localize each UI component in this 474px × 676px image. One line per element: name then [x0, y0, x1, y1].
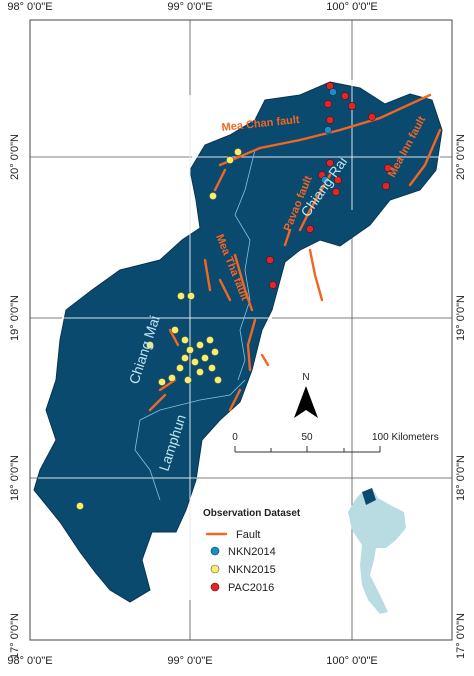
nkn2015-point: [181, 336, 189, 344]
legend-symbol: [210, 582, 220, 592]
scale-label: 0: [232, 432, 238, 443]
nkn2015-point: [214, 376, 222, 384]
fault-line: [283, 173, 332, 247]
nkn2014-point: [321, 176, 329, 184]
nkn2015-point: [176, 364, 184, 372]
nkn2015-point: [76, 502, 84, 510]
nkn2015-point: [181, 354, 189, 362]
pac2016-point: [341, 92, 349, 100]
inset-map: [348, 488, 406, 614]
pac2016-point: [326, 116, 334, 124]
latitude-label: 19° 0'0"N: [455, 295, 467, 341]
scale-label: 50: [301, 432, 313, 443]
north-label: N: [302, 372, 309, 383]
longitude-label: 99° 0'0"E: [167, 1, 212, 13]
fault-line: [203, 253, 254, 312]
pac2016-point: [266, 256, 274, 264]
longitude-label: 100° 0'0"E: [326, 1, 377, 13]
nkn2015-point: [186, 346, 194, 354]
pac2016-point: [382, 182, 390, 190]
legend-label: NKN2015: [228, 564, 276, 576]
pac2016-point: [326, 159, 334, 167]
latitude-label: 18° 0'0"N: [9, 455, 21, 501]
longitude-label: 98° 0'0"E: [7, 1, 52, 13]
latitude-label: 20° 0'0"N: [9, 134, 21, 180]
latitude-label: 19° 0'0"N: [9, 295, 21, 341]
nkn2015-point: [211, 348, 219, 356]
legend-symbol: [210, 564, 220, 574]
scale-bar: [234, 446, 381, 453]
nkn2015-point: [208, 364, 216, 372]
nkn2015-point: [226, 156, 234, 164]
nkn2015-point: [171, 326, 179, 334]
longitude-label: 98° 0'0"E: [7, 655, 52, 667]
nkn2015-point: [168, 374, 176, 382]
pac2016-point: [306, 225, 314, 233]
nkn2015-point: [234, 148, 242, 156]
nkn2015-point: [196, 341, 204, 349]
latitude-label: 17° 0'0"N: [455, 613, 467, 659]
pac2016-point: [368, 113, 376, 121]
pac2016-point: [334, 176, 342, 184]
pac2016-point: [269, 281, 277, 289]
nkn2014-point: [324, 126, 332, 134]
nkn2015-point: [184, 376, 192, 384]
legend-label: NKN2014: [228, 546, 276, 558]
legend-label: Fault: [236, 529, 260, 541]
fault-line: [308, 248, 324, 302]
latitude-label: 18° 0'0"N: [455, 455, 467, 501]
province-boundary: [134, 149, 256, 501]
north-arrow: [294, 386, 318, 418]
latitude-label: 20° 0'0"N: [455, 134, 467, 180]
pac2016-point: [324, 100, 332, 108]
fault-line: [218, 93, 432, 167]
fault-line: [408, 128, 442, 187]
legend-title: Observation Dataset: [203, 508, 301, 519]
scale-label: 100 Kilometers: [372, 432, 439, 443]
latitude-label: 17° 0'0"N: [9, 613, 21, 659]
nkn2014-point: [329, 88, 337, 96]
nkn2015-point: [158, 378, 166, 386]
fault-line: [228, 318, 270, 412]
nkn2015-point: [209, 192, 217, 200]
pac2016-point: [332, 188, 340, 196]
longitude-label: 100° 0'0"E: [326, 655, 377, 667]
observation-points: [76, 82, 392, 510]
longitude-label: 99° 0'0"E: [167, 655, 212, 667]
nkn2015-point: [191, 358, 199, 366]
pac2016-point: [384, 164, 392, 172]
nkn2015-point: [146, 341, 154, 349]
faults: [148, 93, 442, 412]
legend-symbol: [210, 546, 220, 556]
nkn2015-point: [187, 292, 195, 300]
nkn2015-point: [206, 336, 214, 344]
legend-label: PAC2016: [228, 582, 274, 594]
study-area: [33, 81, 443, 603]
nkn2015-point: [196, 368, 204, 376]
fault-line: [213, 168, 227, 192]
inset-study-area: [362, 488, 376, 505]
nkn2015-point: [177, 292, 185, 300]
pac2016-point: [348, 102, 356, 110]
nkn2015-point: [201, 354, 209, 362]
